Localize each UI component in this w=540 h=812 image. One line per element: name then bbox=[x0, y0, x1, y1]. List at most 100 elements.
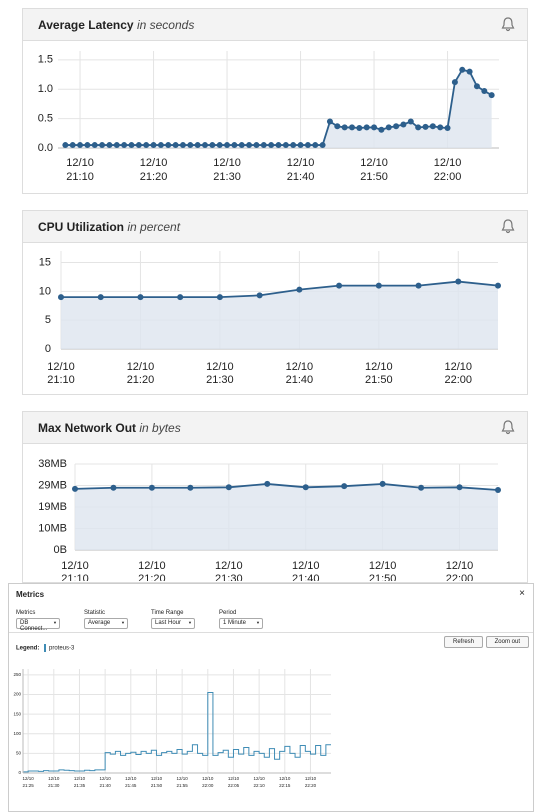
point bbox=[444, 125, 451, 132]
x-tick-label: 12/10 21:10 bbox=[61, 560, 89, 581]
point bbox=[137, 294, 144, 301]
control: Statistic Average bbox=[84, 610, 128, 629]
point bbox=[363, 124, 370, 131]
control-label: Period bbox=[219, 610, 237, 616]
title: CPU Utilization bbox=[38, 220, 124, 234]
alarm-icon[interactable] bbox=[501, 16, 515, 32]
x-tick-label: 12/10 21:35 bbox=[74, 776, 86, 788]
point bbox=[128, 142, 135, 149]
point bbox=[84, 142, 91, 149]
subtitle: in seconds bbox=[136, 18, 195, 32]
area bbox=[61, 281, 498, 349]
point bbox=[296, 286, 303, 293]
alarm-icon[interactable] bbox=[501, 419, 515, 435]
point bbox=[121, 142, 128, 149]
point bbox=[148, 484, 155, 491]
point bbox=[225, 484, 232, 491]
x-tick-label: 12/10 22:20 bbox=[305, 776, 317, 788]
point bbox=[415, 124, 422, 131]
subtitle: in bytes bbox=[139, 421, 181, 435]
y-tick-label: 10 bbox=[39, 285, 51, 297]
point bbox=[253, 142, 260, 149]
point bbox=[415, 282, 422, 289]
point bbox=[58, 294, 64, 301]
line bbox=[74, 483, 499, 491]
point bbox=[216, 142, 223, 149]
x-tick-label: 12/10 21:30 bbox=[215, 560, 243, 581]
alarm-icon[interactable] bbox=[501, 218, 515, 234]
point bbox=[319, 142, 326, 149]
point bbox=[187, 142, 194, 149]
point bbox=[72, 485, 78, 492]
legend-label: Legend: bbox=[16, 645, 40, 652]
select[interactable]: Average bbox=[84, 618, 128, 629]
point bbox=[187, 484, 194, 491]
x-tick-label: 12/10 21:25 bbox=[23, 776, 35, 788]
y-tick-label: 200 bbox=[13, 692, 21, 697]
refresh-button[interactable]: Refresh bbox=[443, 636, 483, 648]
legend: Legend: proteus-3 bbox=[16, 644, 74, 652]
point bbox=[455, 278, 462, 285]
zoom-button[interactable]: Zoom out bbox=[485, 636, 529, 648]
y-tick-label: 250 bbox=[13, 672, 21, 677]
y-tick-label: 0.5 bbox=[38, 113, 53, 125]
card-header: CPU Utilization in percent bbox=[23, 211, 527, 243]
cpu-chart: 0 5 10 15 12/10 21:10 12/10 21:20 12/10 21:30 12/1… bbox=[39, 251, 501, 386]
x-tick-label: 12/10 21:50 bbox=[365, 361, 393, 386]
point bbox=[429, 123, 436, 130]
card-title: CPU Utilization in percent bbox=[38, 220, 180, 234]
card-header: Max Network Out in bytes bbox=[23, 412, 527, 444]
point bbox=[304, 142, 311, 149]
point bbox=[456, 484, 463, 491]
close-button[interactable]: × bbox=[519, 588, 525, 599]
point bbox=[341, 124, 348, 131]
x-tick-label: 12/10 22:10 bbox=[254, 776, 266, 788]
select[interactable]: DB Connect... bbox=[16, 618, 60, 632]
point bbox=[356, 125, 363, 132]
point bbox=[437, 124, 444, 131]
point bbox=[400, 121, 407, 128]
select[interactable]: Last Hour bbox=[151, 618, 195, 629]
x-tick-label: 12/10 22:00 bbox=[446, 560, 474, 581]
point bbox=[216, 294, 223, 301]
point bbox=[69, 142, 76, 149]
point bbox=[302, 484, 309, 491]
point bbox=[451, 79, 458, 86]
control-label: Statistic bbox=[84, 610, 106, 616]
y-tick-label: 19MB bbox=[38, 501, 67, 513]
separator bbox=[9, 632, 533, 633]
x-tick-label: 12/10 21:45 bbox=[125, 776, 137, 788]
x-tick-label: 12/10 21:50 bbox=[369, 560, 397, 581]
point bbox=[481, 87, 488, 94]
point bbox=[256, 292, 263, 299]
x-tick-label: 12/10 21:50 bbox=[360, 157, 388, 183]
metrics-panel: Metrics × Metrics DB Connect... Statistic… bbox=[8, 583, 534, 812]
point bbox=[312, 142, 319, 149]
point bbox=[422, 123, 429, 130]
point bbox=[264, 480, 271, 487]
point bbox=[209, 142, 216, 149]
x-tick-label: 12/10 21:55 bbox=[177, 776, 189, 788]
x-tick-label: 12/10 21:40 bbox=[287, 157, 315, 183]
subtitle: in percent bbox=[127, 220, 181, 234]
x-tick-label: 12/10 22:15 bbox=[279, 776, 291, 788]
point bbox=[275, 142, 282, 149]
point bbox=[62, 142, 69, 149]
point bbox=[495, 282, 501, 289]
y-tick-label: 0 bbox=[18, 770, 21, 775]
point bbox=[260, 142, 267, 149]
select[interactable]: 1 Minute bbox=[219, 618, 263, 629]
card-header: Average Latency in seconds bbox=[23, 9, 527, 41]
point bbox=[150, 142, 157, 149]
point bbox=[375, 282, 382, 289]
x-tick-label: 12/10 21:30 bbox=[48, 776, 60, 788]
point bbox=[282, 142, 289, 149]
line bbox=[61, 280, 499, 299]
x-tick-label: 12/10 21:20 bbox=[138, 560, 166, 581]
point bbox=[268, 142, 275, 149]
network-chart: 0B 10MB 19MB 29MB 38MB 12/10 21:10 12/10 21:20 12… bbox=[38, 458, 501, 585]
point bbox=[326, 118, 333, 125]
point bbox=[179, 142, 186, 149]
area bbox=[75, 483, 498, 550]
